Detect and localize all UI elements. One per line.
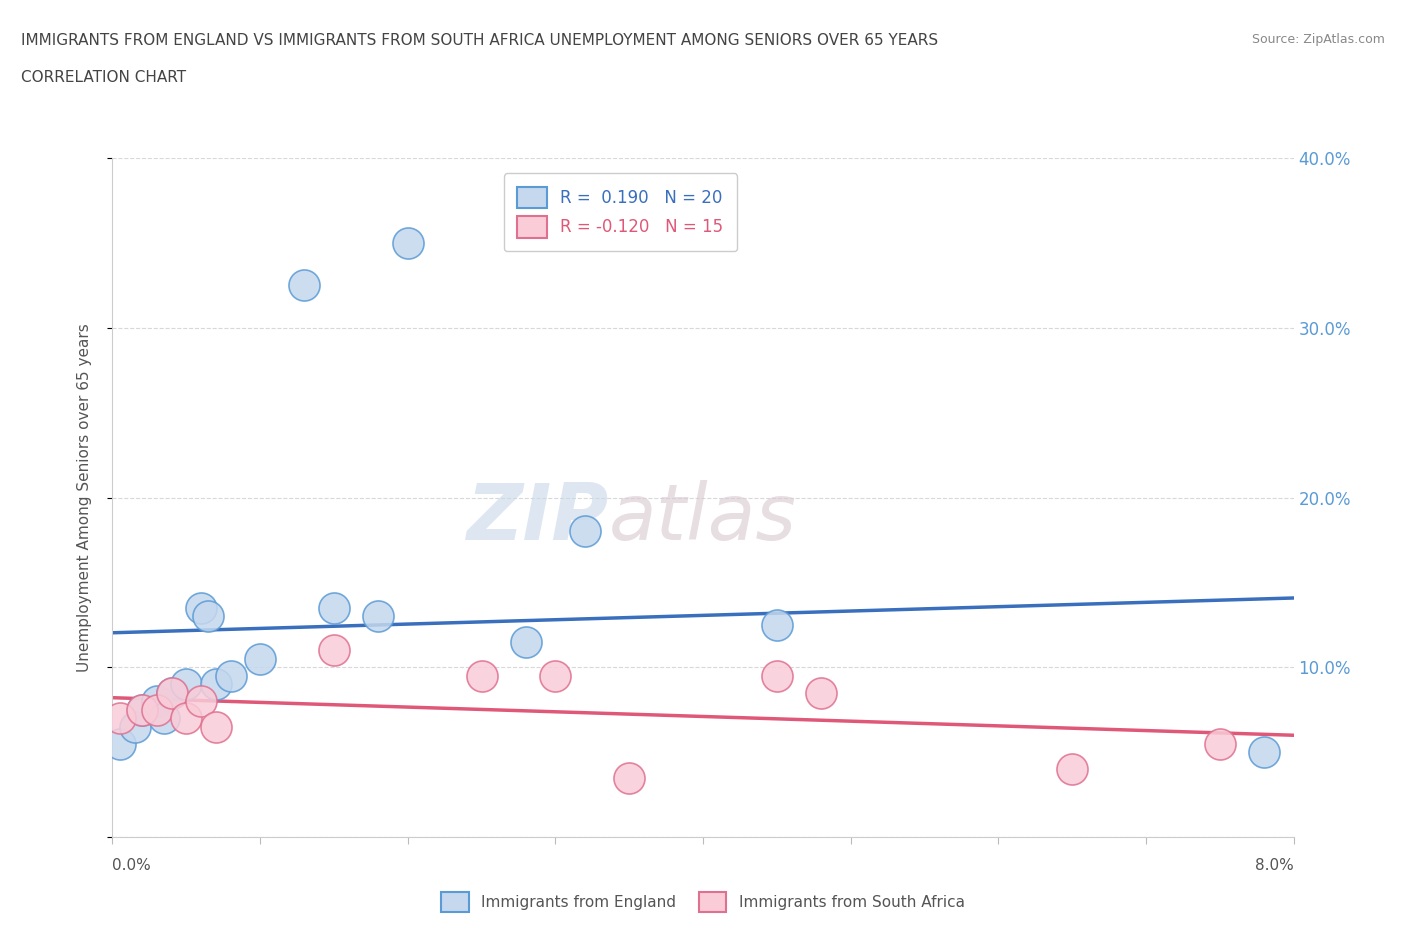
Text: atlas: atlas — [609, 480, 796, 556]
Point — [197, 609, 219, 624]
Point — [160, 685, 183, 700]
Point — [619, 770, 641, 785]
Point — [205, 677, 228, 692]
Point — [249, 651, 271, 666]
Text: ZIP: ZIP — [467, 480, 609, 556]
Text: CORRELATION CHART: CORRELATION CHART — [21, 70, 186, 85]
Point — [1062, 762, 1084, 777]
Point — [323, 601, 346, 616]
Point — [367, 609, 389, 624]
Point — [766, 669, 789, 684]
Point — [1208, 737, 1232, 751]
Point — [292, 278, 315, 293]
Point — [470, 669, 494, 684]
Point — [396, 235, 419, 250]
Point — [205, 719, 228, 734]
Point — [131, 702, 153, 717]
Point — [146, 694, 169, 709]
Point — [174, 677, 197, 692]
Text: Source: ZipAtlas.com: Source: ZipAtlas.com — [1251, 33, 1385, 46]
Point — [766, 618, 789, 632]
Point — [810, 685, 832, 700]
Point — [219, 669, 242, 684]
Text: IMMIGRANTS FROM ENGLAND VS IMMIGRANTS FROM SOUTH AFRICA UNEMPLOYMENT AMONG SENIO: IMMIGRANTS FROM ENGLAND VS IMMIGRANTS FR… — [21, 33, 938, 47]
Point — [190, 601, 212, 616]
Point — [124, 719, 146, 734]
Point — [190, 694, 212, 709]
Point — [323, 643, 346, 658]
Point — [131, 702, 153, 717]
Point — [174, 711, 197, 725]
Point — [153, 711, 176, 725]
Point — [146, 702, 169, 717]
Point — [1253, 745, 1275, 760]
Text: 8.0%: 8.0% — [1254, 857, 1294, 872]
Point — [108, 711, 131, 725]
Y-axis label: Unemployment Among Seniors over 65 years: Unemployment Among Seniors over 65 years — [77, 324, 91, 671]
Legend: Immigrants from England, Immigrants from South Africa: Immigrants from England, Immigrants from… — [436, 885, 970, 918]
Point — [108, 737, 131, 751]
Text: 0.0%: 0.0% — [112, 857, 152, 872]
Point — [160, 685, 183, 700]
Point — [574, 525, 596, 539]
Point — [544, 669, 567, 684]
Point — [515, 634, 537, 649]
